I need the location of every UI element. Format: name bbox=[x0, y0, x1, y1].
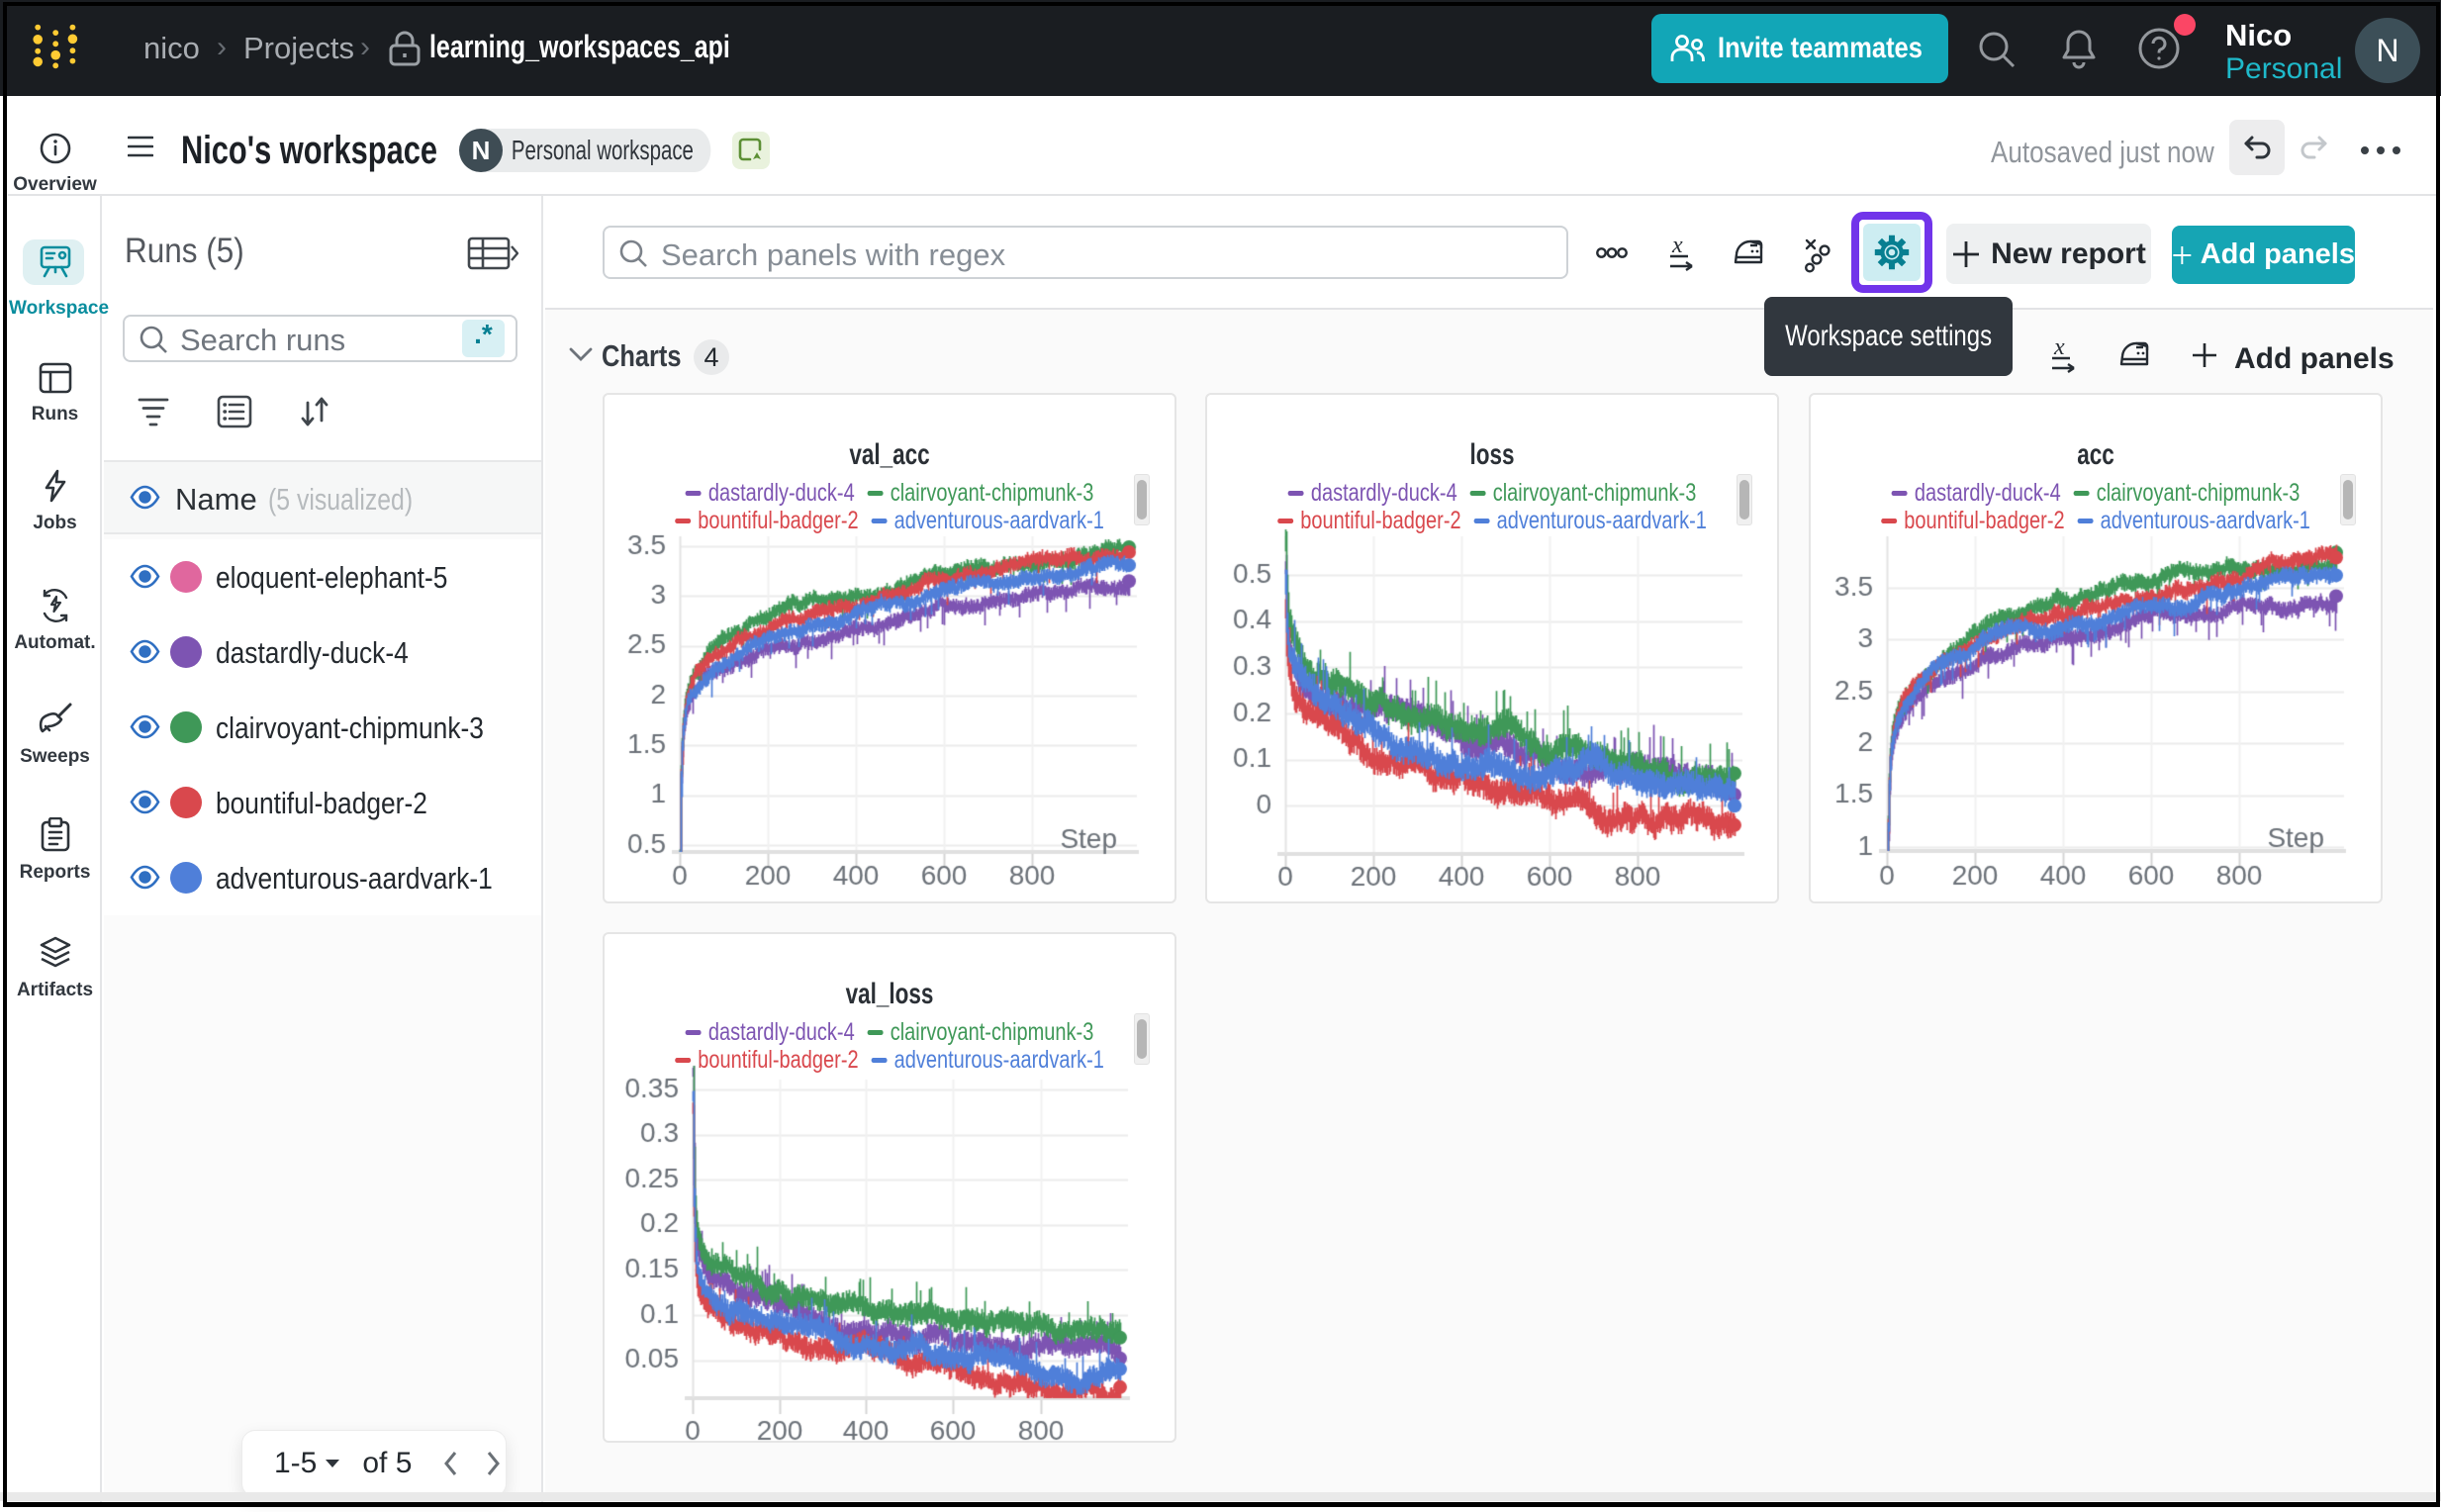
svg-text:x: x bbox=[2053, 336, 2065, 360]
svg-text:x: x bbox=[1671, 235, 1683, 258]
